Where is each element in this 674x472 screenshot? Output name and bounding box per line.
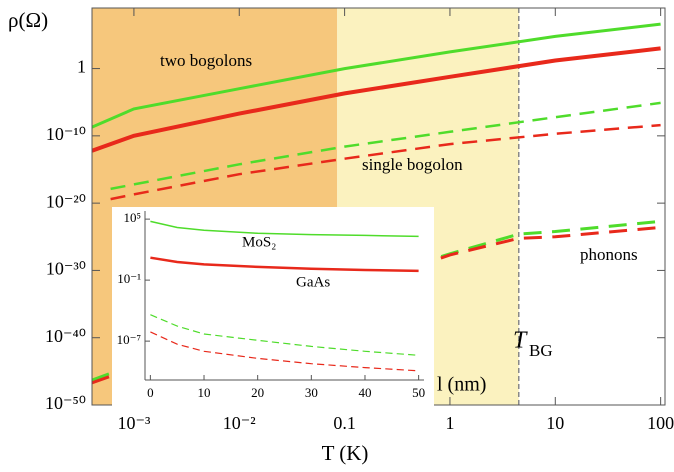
curve (150, 256, 419, 273)
x-tick-label: 100 (647, 413, 674, 433)
x-tick-label: 50 (412, 385, 425, 400)
inset-background (112, 207, 434, 407)
inset-annotation: GaAs (296, 274, 330, 290)
x-tick-label: 40 (358, 385, 371, 400)
inset-x-axis-label: l (nm) (437, 374, 486, 396)
inset-annotation: MoS₂ (242, 234, 276, 250)
annotation: two bogolons (160, 51, 252, 70)
x-tick-label: 0 (147, 385, 154, 400)
labels: T BG ρ(Ω) T (K) two bogolons single bogolon ph… (8, 8, 638, 465)
x-tick-label: 20 (251, 385, 264, 400)
curve (92, 22, 661, 129)
y-tick-label: 1 (77, 57, 86, 77)
y-tick-label: 10⁻⁴⁰ (45, 326, 86, 346)
curve (92, 46, 661, 153)
y-tick-label: 10⁻³⁰ (46, 259, 86, 279)
inset: 0 10 20 30 40 50 10⁵ 10⁻¹ 10⁻⁷ (112, 207, 434, 407)
curve (150, 331, 419, 372)
annotation: single bogolon (362, 155, 463, 174)
x-tick-label: 10 (546, 413, 564, 433)
x-tick-label: 30 (305, 385, 318, 400)
y-axis-label: ρ(Ω) (8, 8, 48, 32)
curve (150, 314, 419, 356)
y-tick-label: 10⁵ (123, 210, 141, 225)
x-tick-label: 1 (445, 413, 454, 433)
y-tick-label: 10⁻¹⁰ (46, 124, 86, 144)
y-tick-label: 10⁻²⁰ (46, 191, 86, 211)
y-tick-label: 10⁻¹ (117, 271, 141, 286)
x-axis-label: T (K) (322, 441, 369, 465)
reference-label: T (513, 328, 528, 354)
curve (150, 220, 419, 238)
x-tick-label: 0.1 (333, 413, 356, 433)
annotation: phonons (580, 245, 638, 264)
x-tick-label: 10⁻² (223, 413, 256, 433)
curve (110, 123, 661, 201)
y-tick-label: 10⁻⁵⁰ (45, 393, 86, 413)
curve (110, 101, 661, 191)
y-tick-label: 10⁻⁷ (117, 332, 141, 347)
x-tick-label: 10⁻³ (117, 413, 151, 433)
inset-curves (150, 220, 419, 372)
x-tick-label: 10 (198, 385, 211, 400)
reference-subscript: BG (529, 341, 553, 360)
